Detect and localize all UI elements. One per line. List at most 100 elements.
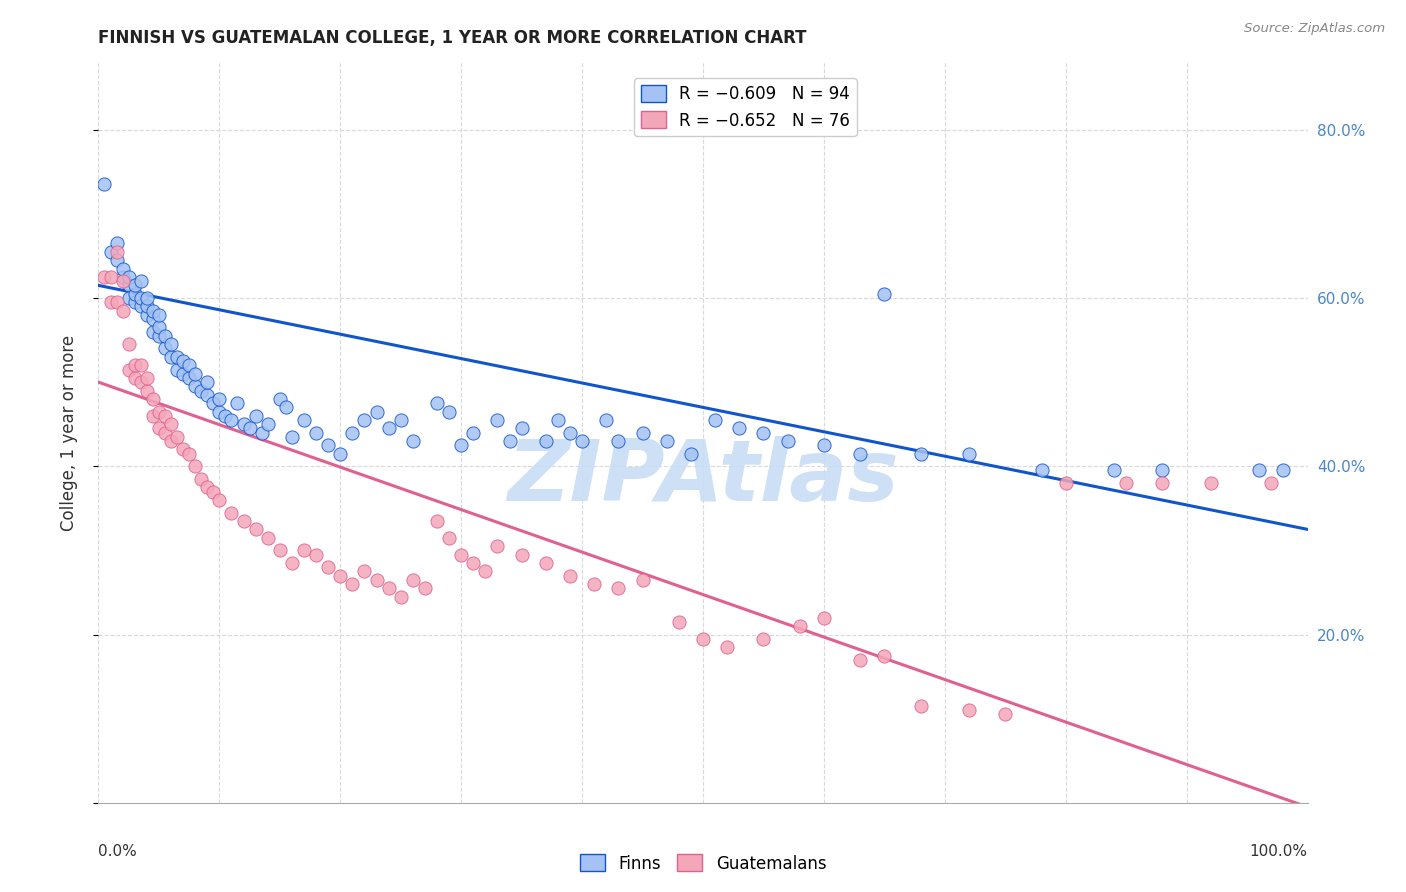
Point [190,384,212,398]
Point [190,472,212,486]
Point [486,413,509,427]
Point [100,244,122,259]
Point [752,632,775,646]
Point [957,703,980,717]
Point [172,354,194,368]
Point [329,568,352,582]
Point [160,337,183,351]
Point [105,253,128,268]
Point [195,480,218,494]
Point [274,401,297,415]
Point [153,409,176,423]
Point [250,425,273,440]
Point [179,359,201,373]
Point [595,413,617,427]
Point [124,371,146,385]
Point [129,375,152,389]
Point [558,568,581,582]
Point [957,447,980,461]
Point [366,404,388,418]
Point [776,434,799,448]
Point [426,396,449,410]
Point [292,543,315,558]
Point [305,548,328,562]
Point [994,707,1017,722]
Point [910,699,932,714]
Point [1272,463,1295,477]
Point [353,565,375,579]
Point [118,270,141,285]
Point [437,404,460,418]
Point [510,548,533,562]
Point [232,514,254,528]
Point [153,425,176,440]
Point [534,556,557,570]
Point [353,413,375,427]
Point [184,367,207,381]
Point [172,367,194,381]
Point [195,375,218,389]
Point [195,388,218,402]
Point [129,274,152,288]
Point [239,421,262,435]
Point [172,442,194,457]
Point [463,556,485,570]
Point [135,384,157,398]
Point [849,447,872,461]
Point [1152,476,1174,491]
Point [142,325,165,339]
Point [256,417,278,432]
Point [208,404,231,418]
Point [214,409,236,423]
Point [202,396,225,410]
Point [1115,476,1137,491]
Point [160,350,183,364]
Point [160,434,183,448]
Point [135,291,157,305]
Point [342,577,364,591]
Point [124,278,146,293]
Point [269,392,291,406]
Point [179,447,201,461]
Point [148,320,170,334]
Point [129,291,152,305]
Point [292,413,315,427]
Point [510,421,533,435]
Legend: R = −0.609   N = 94, R = −0.652   N = 76: R = −0.609 N = 94, R = −0.652 N = 76 [634,78,856,136]
Point [1102,463,1125,477]
Point [437,531,460,545]
Point [1260,476,1282,491]
Point [148,404,170,418]
Point [329,447,352,461]
Point [245,522,267,536]
Text: ZIPAtlas: ZIPAtlas [508,435,898,518]
Point [789,619,811,633]
Point [668,615,690,629]
Point [208,492,231,507]
Text: 0.0%: 0.0% [98,844,138,858]
Point [148,308,170,322]
Legend: Finns, Guatemalans: Finns, Guatemalans [574,847,832,880]
Point [118,278,141,293]
Point [607,434,630,448]
Point [534,434,557,448]
Point [583,577,606,591]
Point [402,573,425,587]
Point [426,514,449,528]
Point [202,484,225,499]
Point [245,409,267,423]
Point [166,350,188,364]
Point [148,329,170,343]
Point [873,286,896,301]
Point [105,236,128,251]
Point [111,270,134,285]
Point [208,392,231,406]
Point [281,430,304,444]
Point [135,308,157,322]
Point [118,291,141,305]
Point [547,413,569,427]
Point [100,270,122,285]
Point [716,640,738,655]
Point [135,371,157,385]
Point [221,413,243,427]
